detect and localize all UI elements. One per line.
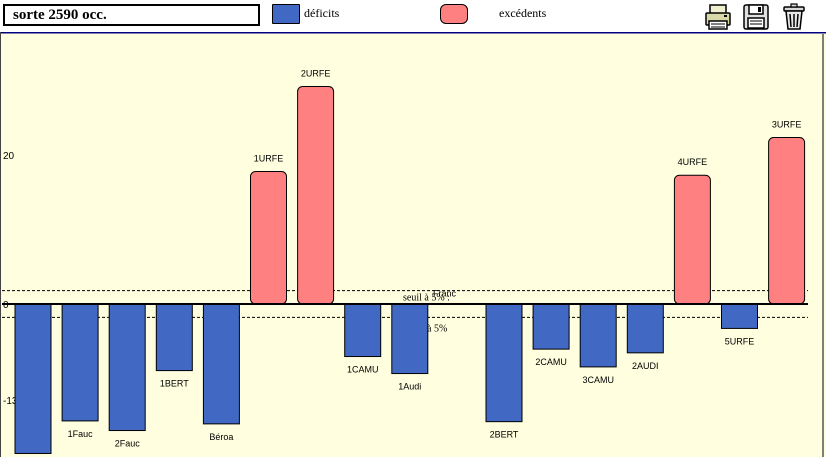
bar-label: 1BERT (160, 379, 189, 389)
bar-deficit (532, 303, 570, 350)
bar-deficit (202, 303, 240, 425)
bar-deficit (344, 303, 382, 358)
bar-label: 2CAMU (535, 357, 567, 367)
print-button[interactable] (704, 3, 732, 31)
bar-deficit (579, 303, 617, 368)
toolbar: sorte 2590 occ. déficits excédents (0, 0, 826, 32)
bar-deficit (721, 303, 758, 329)
bar-label: 1CAMU (347, 365, 379, 375)
y-tick-label: 0 (3, 300, 9, 311)
legend-excess-swatch (440, 4, 468, 24)
bar-label: 1Audi (398, 382, 421, 392)
bar-excess (297, 85, 335, 305)
bar-deficit (14, 303, 52, 454)
save-icon (743, 4, 769, 30)
delete-button[interactable] (780, 3, 808, 31)
bar-deficit (61, 303, 99, 422)
bar-deficit (155, 303, 193, 372)
trash-icon (783, 3, 805, 30)
bar-deficit (391, 303, 429, 375)
bar-label: 1Fauc (68, 429, 94, 439)
bar-label: 2URFE (301, 68, 331, 78)
bar-label: 2Fauc (115, 439, 141, 449)
legend-deficit-swatch (272, 4, 300, 24)
bar-excess (673, 174, 711, 305)
bar-chart: 200-13Charr1Fauc2Fauc1BERTBéroa1URFE2URF… (0, 32, 826, 457)
legend-deficit-label: déficits (304, 6, 340, 20)
bar-deficit (485, 303, 523, 423)
bar-label: 2AUDI (632, 361, 659, 371)
bar-deficit (108, 303, 146, 432)
bar-label: Béroa (209, 432, 233, 442)
threshold-label-lower: à 5% (427, 323, 447, 334)
bar-excess (768, 137, 806, 305)
threshold-word: Franc (433, 289, 457, 299)
bar-label: 5URFE (725, 336, 755, 346)
bar-label: 4URFE (678, 157, 708, 167)
bar-label: 3CAMU (582, 375, 614, 385)
bar-deficit (626, 303, 664, 354)
y-tick-label: 20 (3, 151, 15, 162)
threshold-label-upper: seuil à 5% : (403, 293, 450, 304)
bar-label: 1URFE (254, 154, 284, 164)
bar-label: 2BERT (490, 430, 519, 440)
chart-title: sorte 2590 occ. (3, 4, 260, 26)
bar-excess (250, 171, 287, 305)
print-icon (705, 4, 731, 30)
bar-label: 3URFE (772, 120, 802, 130)
save-button[interactable] (742, 3, 770, 31)
chart-area: 200-13Charr1Fauc2Fauc1BERTBéroa1URFE2URF… (0, 32, 826, 457)
legend-excess-label: excédents (499, 6, 547, 20)
y-tick-label: -13 (3, 396, 18, 407)
